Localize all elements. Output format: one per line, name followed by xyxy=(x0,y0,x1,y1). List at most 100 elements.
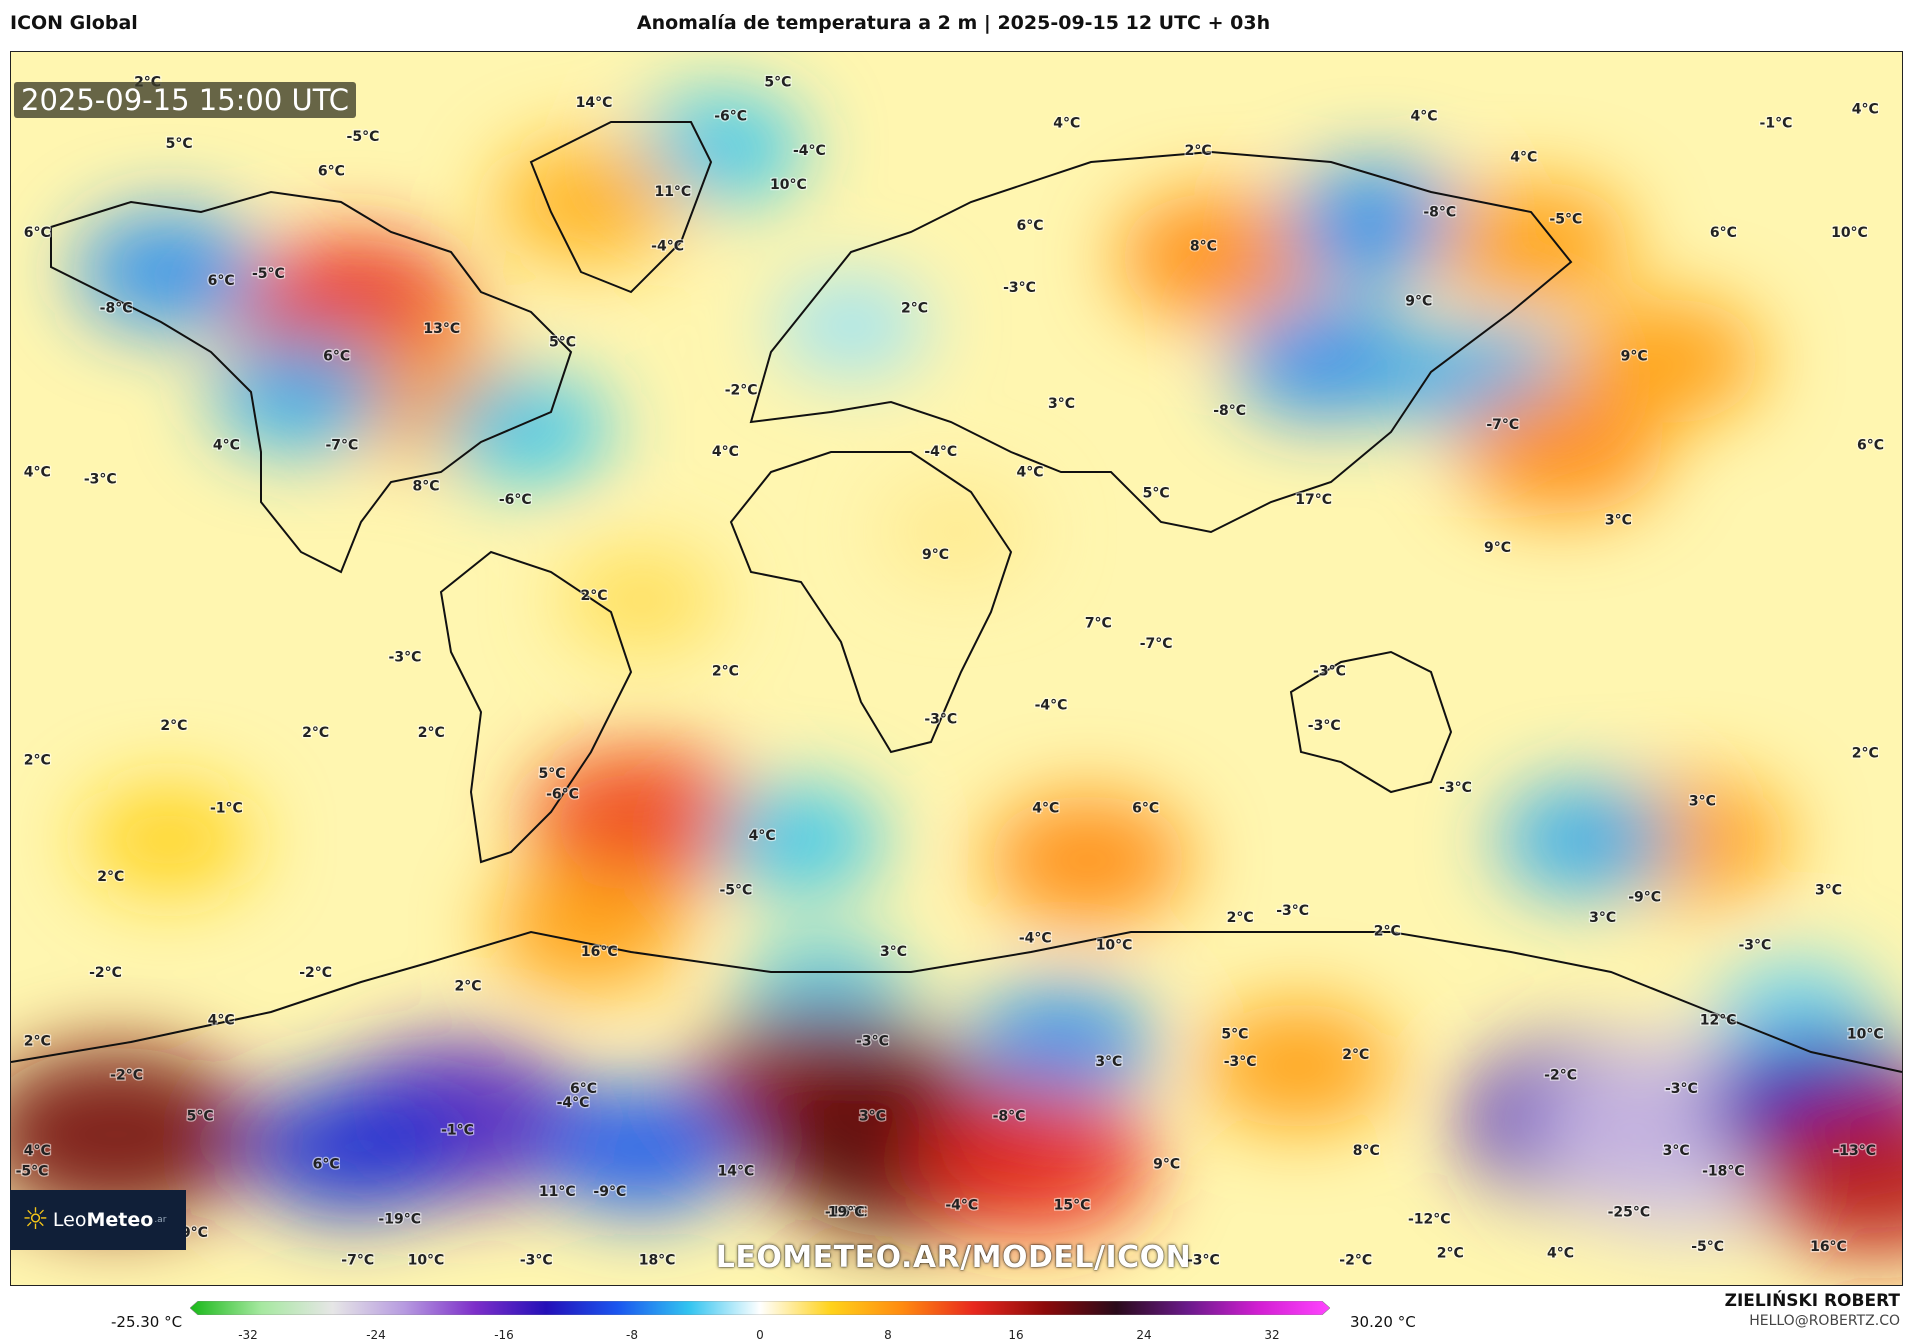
colorbar-tick: -32 xyxy=(238,1328,258,1342)
temperature-label: 2°C xyxy=(581,588,608,604)
temperature-label: -1°C xyxy=(210,800,243,816)
temperature-label: -2°C xyxy=(110,1068,143,1084)
anomaly-blob xyxy=(773,276,930,376)
temperature-label: 17°C xyxy=(1295,492,1332,508)
anomaly-blob xyxy=(1567,297,1764,423)
temperature-label: -3°C xyxy=(1313,663,1346,679)
temperature-label: 3°C xyxy=(859,1109,886,1125)
anomaly-blob xyxy=(985,795,1190,926)
anomaly-blob xyxy=(494,142,683,263)
colorbar-ticks: -32 -24 -16 -8 0 8 16 24 32 xyxy=(0,1328,1907,1342)
temperature-label: 16°C xyxy=(1810,1239,1847,1255)
temperature-label: 9°C xyxy=(1621,348,1648,364)
anomaly-blob xyxy=(1496,782,1677,898)
temperature-label: 13°C xyxy=(423,321,460,337)
anomaly-blob xyxy=(209,337,390,452)
colorbar-bar xyxy=(190,1301,1330,1315)
logo-tld: .ar xyxy=(154,1215,167,1225)
temperature-label: 5°C xyxy=(187,1109,214,1125)
temperature-label: -5°C xyxy=(1691,1239,1724,1255)
coastline-antarctica xyxy=(11,930,1902,1073)
author-email: HELLO@ROBERTZ.CO xyxy=(1749,1313,1900,1329)
temperature-label: 4°C xyxy=(1852,102,1879,118)
temperature-label: 3°C xyxy=(1048,396,1075,412)
temperature-label: 2°C xyxy=(97,869,124,885)
temperature-label: -7°C xyxy=(341,1252,374,1268)
temperature-label: -2°C xyxy=(725,383,758,399)
anomaly-blob xyxy=(712,784,885,895)
temperature-label: -9°C xyxy=(1628,889,1661,905)
temperature-label: 6°C xyxy=(313,1157,340,1173)
temperature-label: 19°C xyxy=(828,1205,865,1221)
anomaly-blob xyxy=(527,746,756,892)
temperature-label: 15°C xyxy=(1054,1198,1091,1214)
temperature-label: -3°C xyxy=(1224,1054,1257,1070)
temperature-label: -13°C xyxy=(1833,1143,1876,1159)
temperature-label: 10°C xyxy=(1847,1026,1884,1042)
temperature-label: 4°C xyxy=(1017,465,1044,481)
temperature-label: 6°C xyxy=(24,225,51,241)
temperature-label: -1°C xyxy=(1760,115,1793,131)
temperature-label: -5°C xyxy=(252,266,285,282)
temperature-label: 2°C xyxy=(1342,1047,1369,1063)
temperature-label: -8°C xyxy=(100,300,133,316)
anomaly-blob xyxy=(1230,300,1419,421)
temperature-label: -2°C xyxy=(299,965,332,981)
temperature-label: -7°C xyxy=(1140,636,1173,652)
temperature-label: -3°C xyxy=(520,1252,553,1268)
temperature-label: 10°C xyxy=(408,1252,445,1268)
temperature-label: 4°C xyxy=(1053,115,1080,131)
anomaly-blob xyxy=(490,866,687,992)
temperature-label: 4°C xyxy=(213,437,240,453)
temperature-label: 8°C xyxy=(412,478,439,494)
temperature-label: -3°C xyxy=(1003,280,1036,296)
temperature-label: -5°C xyxy=(347,129,380,145)
temperature-label: 7°C xyxy=(1085,615,1112,631)
temperature-label: -6°C xyxy=(546,787,579,803)
colorbar-tick: 32 xyxy=(1264,1328,1280,1342)
temperature-label: -2°C xyxy=(89,965,122,981)
temperature-label: 4°C xyxy=(24,465,51,481)
anomaly-field xyxy=(11,92,1902,1256)
temperature-label: -8°C xyxy=(993,1109,1026,1125)
coastline-europe-asia xyxy=(749,150,1573,534)
temperature-label: 6°C xyxy=(208,273,235,289)
temperature-label: 6°C xyxy=(318,163,345,179)
temperature-label: -4°C xyxy=(945,1198,978,1214)
temperature-label: 2°C xyxy=(160,718,187,734)
temperature-label: -1°C xyxy=(441,1122,474,1138)
temperature-label: -4°C xyxy=(793,143,826,159)
temperature-label: 3°C xyxy=(1815,883,1842,899)
temperature-label: -4°C xyxy=(557,1095,590,1111)
temperature-label: 4°C xyxy=(1032,800,1059,816)
temperature-label: 10°C xyxy=(770,177,807,193)
temperature-label: 5°C xyxy=(1221,1026,1248,1042)
leometeo-logo[interactable]: ☼ Leo Meteo .ar xyxy=(10,1190,186,1250)
coastline-north-america xyxy=(50,190,573,574)
watermark-url: LEOMETEO.AR/MODEL/ICON xyxy=(715,1240,1192,1275)
anomaly-blob xyxy=(1458,384,1663,515)
temperature-label: 8°C xyxy=(1190,239,1217,255)
logo-light: Leo xyxy=(52,1209,87,1231)
temperature-label: 6°C xyxy=(1017,218,1044,234)
temperature-label: 2°C xyxy=(418,725,445,741)
anomaly-blob xyxy=(1436,181,1633,307)
anomaly-map[interactable]: 2°C -6°C 5°C 14°C 4°C 4°C -1°C 4°C -5°C 5°C -4°C 2°… xyxy=(10,51,1903,1286)
model-name: ICON Global xyxy=(10,12,138,34)
author-credit: ZIELIŃSKI ROBERT HELLO@ROBERTZ.CO xyxy=(1725,1291,1900,1329)
temperature-label: -3°C xyxy=(1276,903,1309,919)
temperature-label: 4°C xyxy=(712,444,739,460)
anomaly-blob xyxy=(11,1046,255,1222)
temperature-label: 14°C xyxy=(718,1163,755,1179)
colorbar xyxy=(190,1301,1330,1315)
colorbar-tick: 0 xyxy=(756,1328,764,1342)
anomaly-blob xyxy=(1749,1095,1902,1256)
coastline-south-america xyxy=(439,550,633,864)
anomaly-blob xyxy=(1282,163,1471,284)
temperature-label: 2°C xyxy=(712,663,739,679)
anomaly-blob xyxy=(439,373,612,484)
logo-bold: Meteo xyxy=(86,1209,154,1231)
anomaly-blob xyxy=(539,1083,744,1213)
temperature-label: 18°C xyxy=(639,1252,676,1268)
temperature-label: 4°C xyxy=(208,1013,235,1029)
